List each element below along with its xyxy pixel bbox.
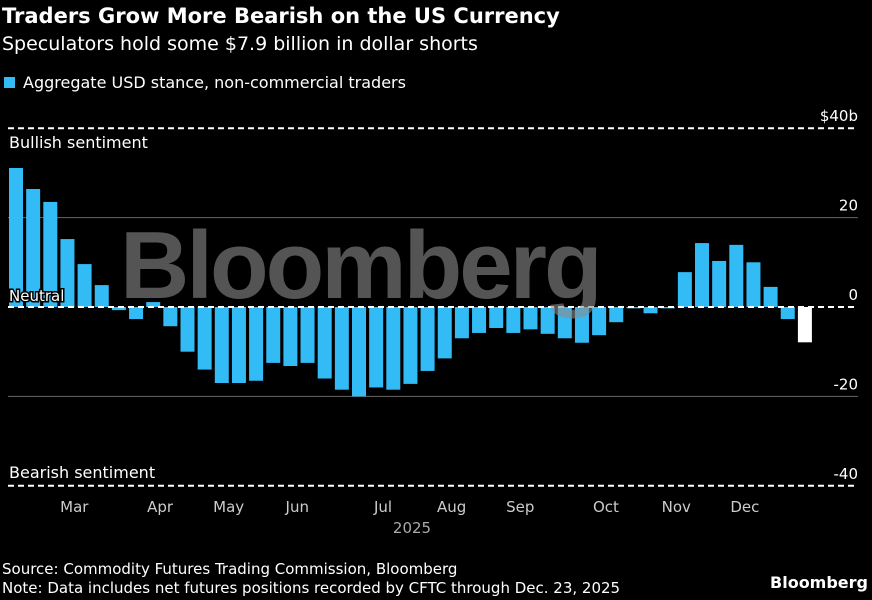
- bar: [729, 244, 744, 307]
- bar: [60, 239, 75, 307]
- bar: [231, 307, 246, 383]
- bar: [180, 307, 195, 352]
- bar: [77, 264, 92, 307]
- bar: [283, 307, 298, 367]
- bar: [111, 307, 126, 311]
- source-note: Source: Commodity Futures Trading Commis…: [2, 560, 458, 578]
- bar: [574, 307, 589, 343]
- bar: [557, 307, 572, 339]
- bar: [9, 167, 23, 307]
- bar-latest: [797, 307, 812, 343]
- bar: [523, 307, 538, 330]
- bar: [266, 307, 281, 363]
- bar: [129, 307, 144, 320]
- bar: [609, 307, 624, 323]
- watermark: Bloomberg: [120, 212, 600, 319]
- bar: [214, 307, 229, 383]
- bar: [712, 260, 727, 307]
- legend-swatch: [4, 77, 15, 88]
- bar: [677, 272, 692, 307]
- bar: [643, 307, 658, 314]
- bar: [592, 307, 607, 336]
- bar: [43, 201, 58, 307]
- bar: [146, 302, 161, 307]
- bar: [746, 262, 761, 307]
- y-tick-label: 20: [839, 197, 858, 215]
- chart-subtitle: Speculators hold some $7.9 billion in do…: [2, 33, 478, 55]
- bar: [763, 286, 778, 307]
- bar: [317, 307, 332, 379]
- bar: [94, 285, 109, 307]
- bar: [660, 307, 675, 309]
- y-tick-label: $40b: [820, 107, 858, 125]
- annotation-bearish: Bearish sentiment: [9, 463, 155, 482]
- bar: [420, 307, 435, 371]
- x-tick-label: Oct: [593, 498, 619, 516]
- x-tick-label: Mar: [60, 498, 89, 516]
- x-tick-label: Jul: [373, 498, 392, 516]
- bar: [403, 307, 418, 384]
- bar: [26, 188, 41, 307]
- x-tick-label: Apr: [147, 498, 174, 516]
- x-axis-label: 2025: [393, 519, 431, 537]
- bar: [437, 307, 452, 359]
- bar: [163, 307, 178, 327]
- bar: [454, 307, 469, 339]
- annotation-neutral: Neutral: [9, 287, 64, 305]
- bar: [540, 307, 555, 334]
- y-tick-label: -20: [834, 375, 859, 393]
- y-tick-label: 0: [848, 286, 858, 304]
- bar: [695, 243, 709, 307]
- bar: [249, 307, 264, 381]
- bar: [352, 307, 366, 397]
- x-tick-label: Sep: [506, 498, 534, 516]
- bar: [386, 307, 401, 390]
- x-tick-label: Nov: [662, 498, 691, 516]
- x-tick-label: Dec: [730, 498, 759, 516]
- y-tick-label: -40: [834, 465, 859, 483]
- bar: [780, 307, 795, 320]
- legend: Aggregate USD stance, non-commercial tra…: [4, 73, 406, 92]
- x-tick-label: Aug: [437, 498, 466, 516]
- bar: [506, 307, 521, 333]
- bar: [334, 307, 349, 390]
- chart-title: Traders Grow More Bearish on the US Curr…: [2, 4, 560, 28]
- bar: [300, 307, 315, 363]
- legend-label: Aggregate USD stance, non-commercial tra…: [23, 73, 406, 92]
- bloomberg-logo: Bloomberg: [770, 573, 868, 592]
- bar: [197, 307, 212, 370]
- bar: [369, 307, 384, 388]
- bar: [472, 307, 487, 333]
- bar: [489, 307, 504, 329]
- data-note: Note: Data includes net futures position…: [2, 579, 621, 597]
- x-tick-label: May: [213, 498, 244, 516]
- x-tick-label: Jun: [285, 498, 309, 516]
- annotation-bullish: Bullish sentiment: [9, 133, 148, 152]
